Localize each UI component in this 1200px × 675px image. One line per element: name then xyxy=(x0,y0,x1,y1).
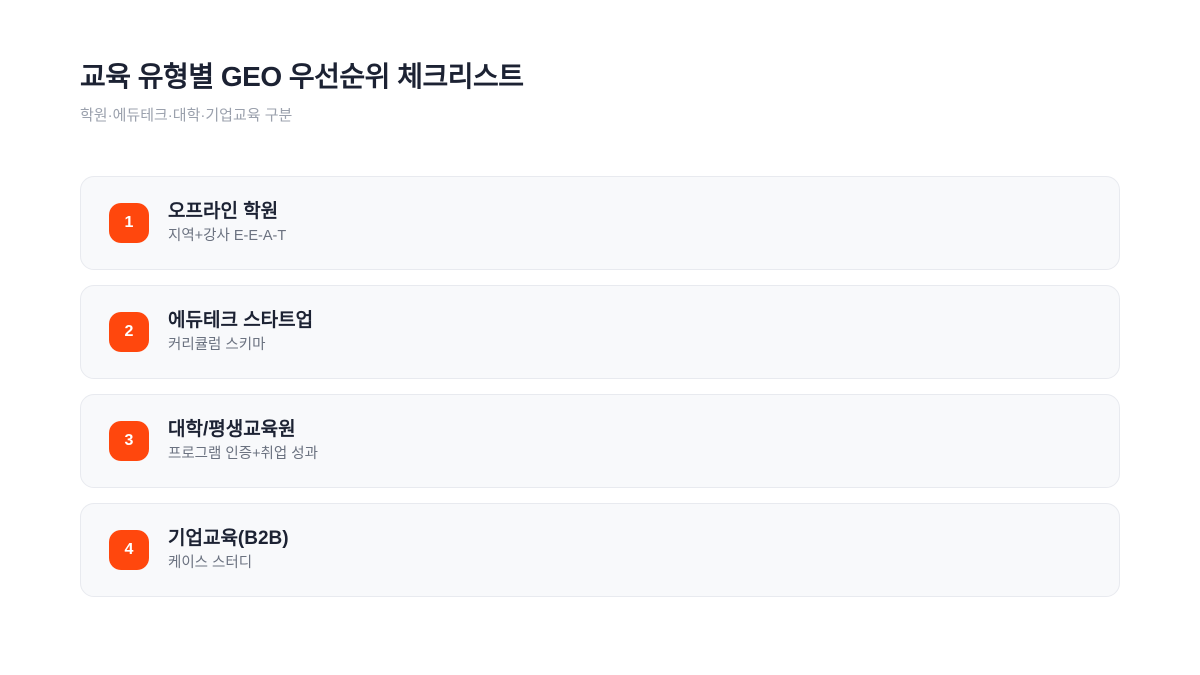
number-badge: 2 xyxy=(109,312,149,353)
item-subtitle: 지역+강사 E-E-A-T xyxy=(168,228,287,245)
page-title: 교육 유형별 GEO 우선순위 체크리스트 xyxy=(80,61,524,92)
item-title: 에듀테크 스타트업 xyxy=(168,309,314,331)
item-text: 오프라인 학원 지역+강사 E-E-A-T xyxy=(168,201,286,246)
item-text: 기업교육(B2B) 케이스 스터디 xyxy=(168,528,289,573)
number-badge: 4 xyxy=(109,530,149,571)
item-title: 기업교육(B2B) xyxy=(168,527,289,549)
item-subtitle: 케이스 스터디 xyxy=(168,555,253,572)
number-badge: 1 xyxy=(109,203,149,244)
checklist-item-corporate-b2b: 4 기업교육(B2B) 케이스 스터디 xyxy=(80,503,1120,598)
item-title: 오프라인 학원 xyxy=(168,200,279,222)
number-badge: 3 xyxy=(109,421,149,462)
page-header: 교육 유형별 GEO 우선순위 체크리스트 학원·에듀테크·대학·기업교육 구분 xyxy=(80,61,1120,125)
checklist-item-university: 3 대학/평생교육원 프로그램 인증+취업 성과 xyxy=(80,394,1120,489)
item-text: 에듀테크 스타트업 커리큘럼 스키마 xyxy=(168,310,313,355)
item-subtitle: 프로그램 인증+취업 성과 xyxy=(168,446,318,463)
item-title: 대학/평생교육원 xyxy=(168,418,296,440)
item-text: 대학/평생교육원 프로그램 인증+취업 성과 xyxy=(168,419,318,464)
checklist-item-offline-academy: 1 오프라인 학원 지역+강사 E-E-A-T xyxy=(80,176,1120,271)
page-subtitle: 학원·에듀테크·대학·기업교육 구분 xyxy=(80,107,293,125)
checklist-item-edutech-startup: 2 에듀테크 스타트업 커리큘럼 스키마 xyxy=(80,285,1120,380)
item-subtitle: 커리큘럼 스키마 xyxy=(168,337,266,354)
checklist: 1 오프라인 학원 지역+강사 E-E-A-T 2 에듀테크 스타트업 커리큘럼… xyxy=(80,176,1120,598)
